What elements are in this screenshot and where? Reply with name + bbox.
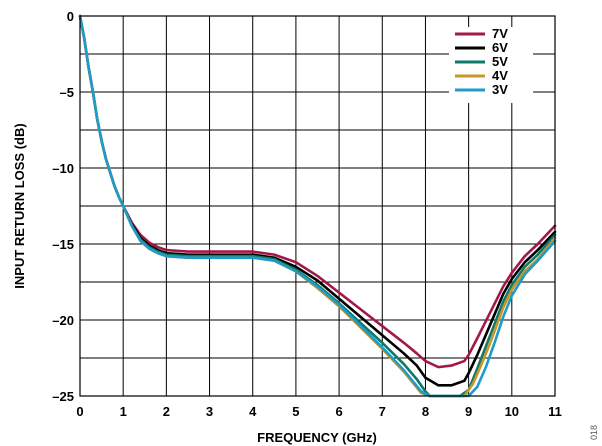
- plot-frame: [79, 15, 556, 397]
- y-axis-title: INPUT RETURN LOSS (dB): [12, 123, 27, 288]
- x-tick-label: 11: [548, 404, 562, 419]
- x-tick-label: 10: [505, 404, 519, 419]
- y-tick-label: 0: [67, 9, 74, 24]
- y-tick-labels: 0 –5 –10 –15 –20 –25: [52, 9, 74, 404]
- legend-label-5v: 5V: [492, 54, 508, 69]
- legend-label-4v: 4V: [492, 68, 508, 83]
- y-tick-label: –20: [52, 313, 74, 328]
- legend-label-3v: 3V: [492, 82, 508, 97]
- legend-label-7v: 7V: [492, 26, 508, 41]
- y-tick-label: –5: [60, 85, 74, 100]
- x-tick-label: 8: [422, 404, 429, 419]
- x-tick-label: 5: [292, 404, 299, 419]
- series-layer: [78, 14, 557, 398]
- x-tick-labels: 0 1 2 3 4 5 6 7 8 9 10 11: [76, 404, 561, 419]
- x-tick-label: 6: [335, 404, 342, 419]
- x-tick-label: 7: [379, 404, 386, 419]
- legend-label-6v: 6V: [492, 40, 508, 55]
- x-tick-label: 9: [465, 404, 472, 419]
- y-tick-label: –15: [52, 237, 74, 252]
- x-tick-label: 4: [249, 404, 257, 419]
- y-tick-label: –25: [52, 389, 74, 404]
- y-tick-label: –10: [52, 161, 74, 176]
- series-line-3v: [78, 14, 557, 398]
- x-axis-title: FREQUENCY (GHz): [257, 430, 377, 445]
- legend-background: [449, 27, 533, 103]
- x-tick-label: 3: [206, 404, 213, 419]
- figure-id: 018: [589, 425, 599, 440]
- x-tick-label: 2: [163, 404, 170, 419]
- x-tick-label: 0: [76, 404, 83, 419]
- x-tick-label: 1: [120, 404, 127, 419]
